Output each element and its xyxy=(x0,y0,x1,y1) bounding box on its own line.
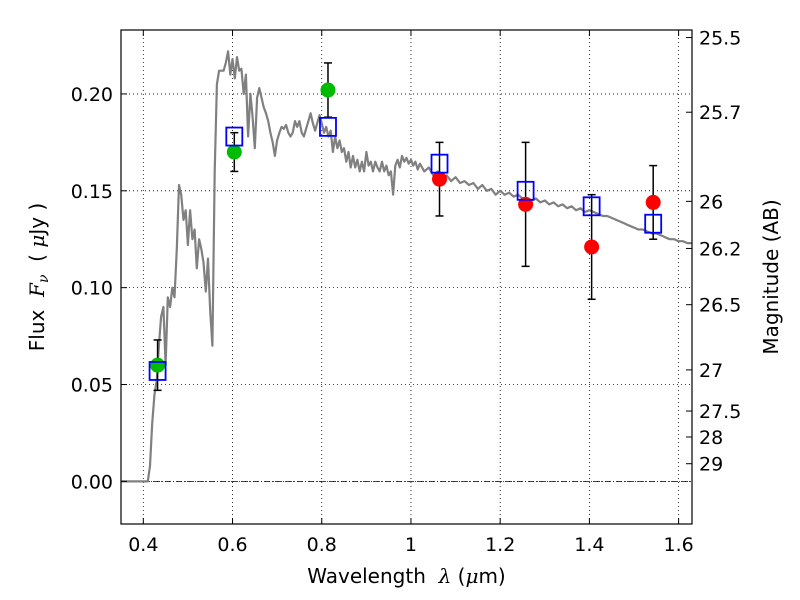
mag-tick-label: 25.7 xyxy=(699,102,741,124)
mag-tick-label: 26 xyxy=(699,191,723,213)
x-axis-label-prefix: Wavelength xyxy=(307,564,438,588)
plot-frame xyxy=(120,29,693,525)
ticks-group: 0.4 0.6 0.8 1 1.2 1.4 1.6 0.00 0.05 0.10 0.15 0.20 2… xyxy=(71,28,742,556)
x-axis-label: Wavelength λ (μm) xyxy=(307,564,506,588)
circle-point xyxy=(150,357,166,373)
circle-point xyxy=(645,194,661,210)
mag-tick-label: 26.5 xyxy=(699,295,741,317)
x-axis-label-symbol: λ xyxy=(438,564,452,588)
y-axis-label-mid: ( xyxy=(25,248,49,275)
open-square-point xyxy=(319,116,337,137)
y-axis-label-subscript: ν xyxy=(36,274,52,283)
mag-tick-label: 28 xyxy=(699,427,723,449)
circle-point xyxy=(432,171,448,187)
data-points-group xyxy=(148,82,663,381)
y2-axis-label: Magnitude (AB) xyxy=(759,199,783,354)
circle-point xyxy=(320,82,336,98)
y-axis-label-symbol: F xyxy=(25,282,49,298)
x-tick-label: 1.2 xyxy=(485,534,515,556)
y-axis-label-unit-rest: Jy ) xyxy=(25,203,49,237)
mag-tick-label: 27 xyxy=(699,360,723,382)
mag-tick-label: 27.5 xyxy=(699,401,741,423)
model-sed-group xyxy=(121,50,692,483)
y-axis-label: Flux Fν ( μJy ) xyxy=(25,203,52,351)
y-tick-label: 0.10 xyxy=(71,278,113,300)
y-tick-label: 0.00 xyxy=(71,471,113,493)
x-tick-label: 0.6 xyxy=(217,534,247,556)
x-axis-label-suffix: ( xyxy=(451,564,465,588)
x-axis-label-unit-symbol: μ xyxy=(465,564,478,588)
x-tick-label: 1 xyxy=(405,534,417,556)
y-tick-label: 0.05 xyxy=(71,375,113,397)
model-sed-line xyxy=(121,50,692,483)
x-tick-label: 0.8 xyxy=(307,534,337,556)
open-square-point xyxy=(225,126,244,147)
circle-point xyxy=(584,239,600,255)
x-axis-label-unit-rest: m) xyxy=(478,564,505,588)
open-square-point xyxy=(430,153,449,174)
y-axis-label-prefix: Flux xyxy=(25,297,49,351)
open-square-point xyxy=(644,213,663,234)
open-square-point xyxy=(582,196,601,217)
y-tick-label: 0.20 xyxy=(71,84,113,106)
x-tick-label: 0.4 xyxy=(128,534,158,556)
y-axis-label-unit-symbol: μ xyxy=(25,235,49,248)
mag-tick-label: 26.2 xyxy=(699,238,741,260)
mag-tick-label: 29 xyxy=(699,454,723,476)
x-tick-label: 1.4 xyxy=(574,534,604,556)
open-square-point xyxy=(516,180,535,201)
y-tick-label: 0.15 xyxy=(71,181,113,203)
circle-point xyxy=(226,144,242,160)
open-square-point xyxy=(148,361,167,381)
mag-tick-label: 25.5 xyxy=(699,28,741,50)
x-tick-label: 1.6 xyxy=(664,534,694,556)
